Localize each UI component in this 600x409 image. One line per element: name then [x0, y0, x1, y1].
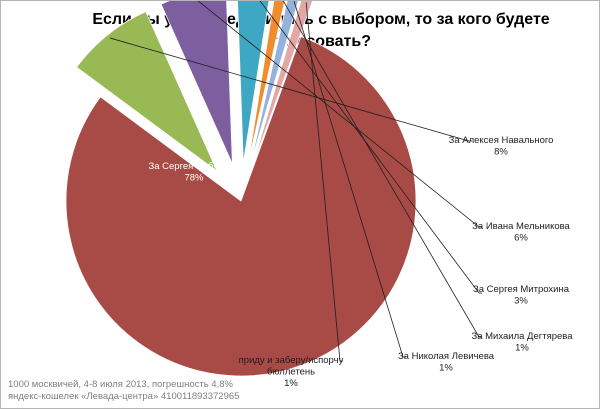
leader-line-7	[305, 2, 343, 362]
leader-line-2	[109, 37, 472, 142]
slice-label-4: За Сергея Митрохина	[473, 284, 570, 295]
pie-slice-3	[160, 1, 233, 165]
leader-line-4	[259, 1, 482, 294]
slice-value-6: 1%	[439, 363, 453, 374]
leader-line-3	[197, 1, 482, 228]
pie-slice-4	[237, 1, 270, 164]
slice-label-2: За Алексея Навального	[449, 135, 554, 146]
pie-slice-6	[250, 1, 299, 165]
leader-line-6	[293, 1, 406, 358]
slice-value-2: 8%	[494, 147, 508, 158]
pie-slice-5	[247, 1, 286, 164]
slice-value-5: 1%	[515, 343, 529, 354]
slice-label-6: За Николая Левичева	[398, 351, 495, 362]
pie-slice-1	[65, 36, 417, 377]
pie-slice-2	[76, 11, 219, 173]
footnote: 1000 москвичей, 4-8 июля 2013, погрешнос…	[8, 379, 239, 403]
slice-label-7: бюллетень	[267, 367, 315, 378]
slice-label-5: За Михаила Дегтярева	[471, 331, 573, 342]
slice-value-3: 6%	[514, 233, 528, 244]
pie-slice-7	[252, 1, 313, 166]
footnote-wallet: яндекс-кошелек «Левада-центра» 410011893…	[8, 391, 240, 402]
slice-value-7: 1%	[284, 378, 298, 389]
slice-value-4: 3%	[514, 296, 528, 307]
slice-label-7: приду и заберу/испорчу	[239, 355, 344, 366]
slice-label-1: За Сергея Собянина	[148, 161, 240, 172]
slice-value-1: 78%	[184, 173, 204, 184]
footnote-sample: 1000 москвичей, 4-8 июля 2013, погрешнос…	[8, 379, 233, 390]
slice-label-3: За Ивана Мельникова	[472, 221, 570, 232]
leader-line-5	[282, 1, 482, 338]
